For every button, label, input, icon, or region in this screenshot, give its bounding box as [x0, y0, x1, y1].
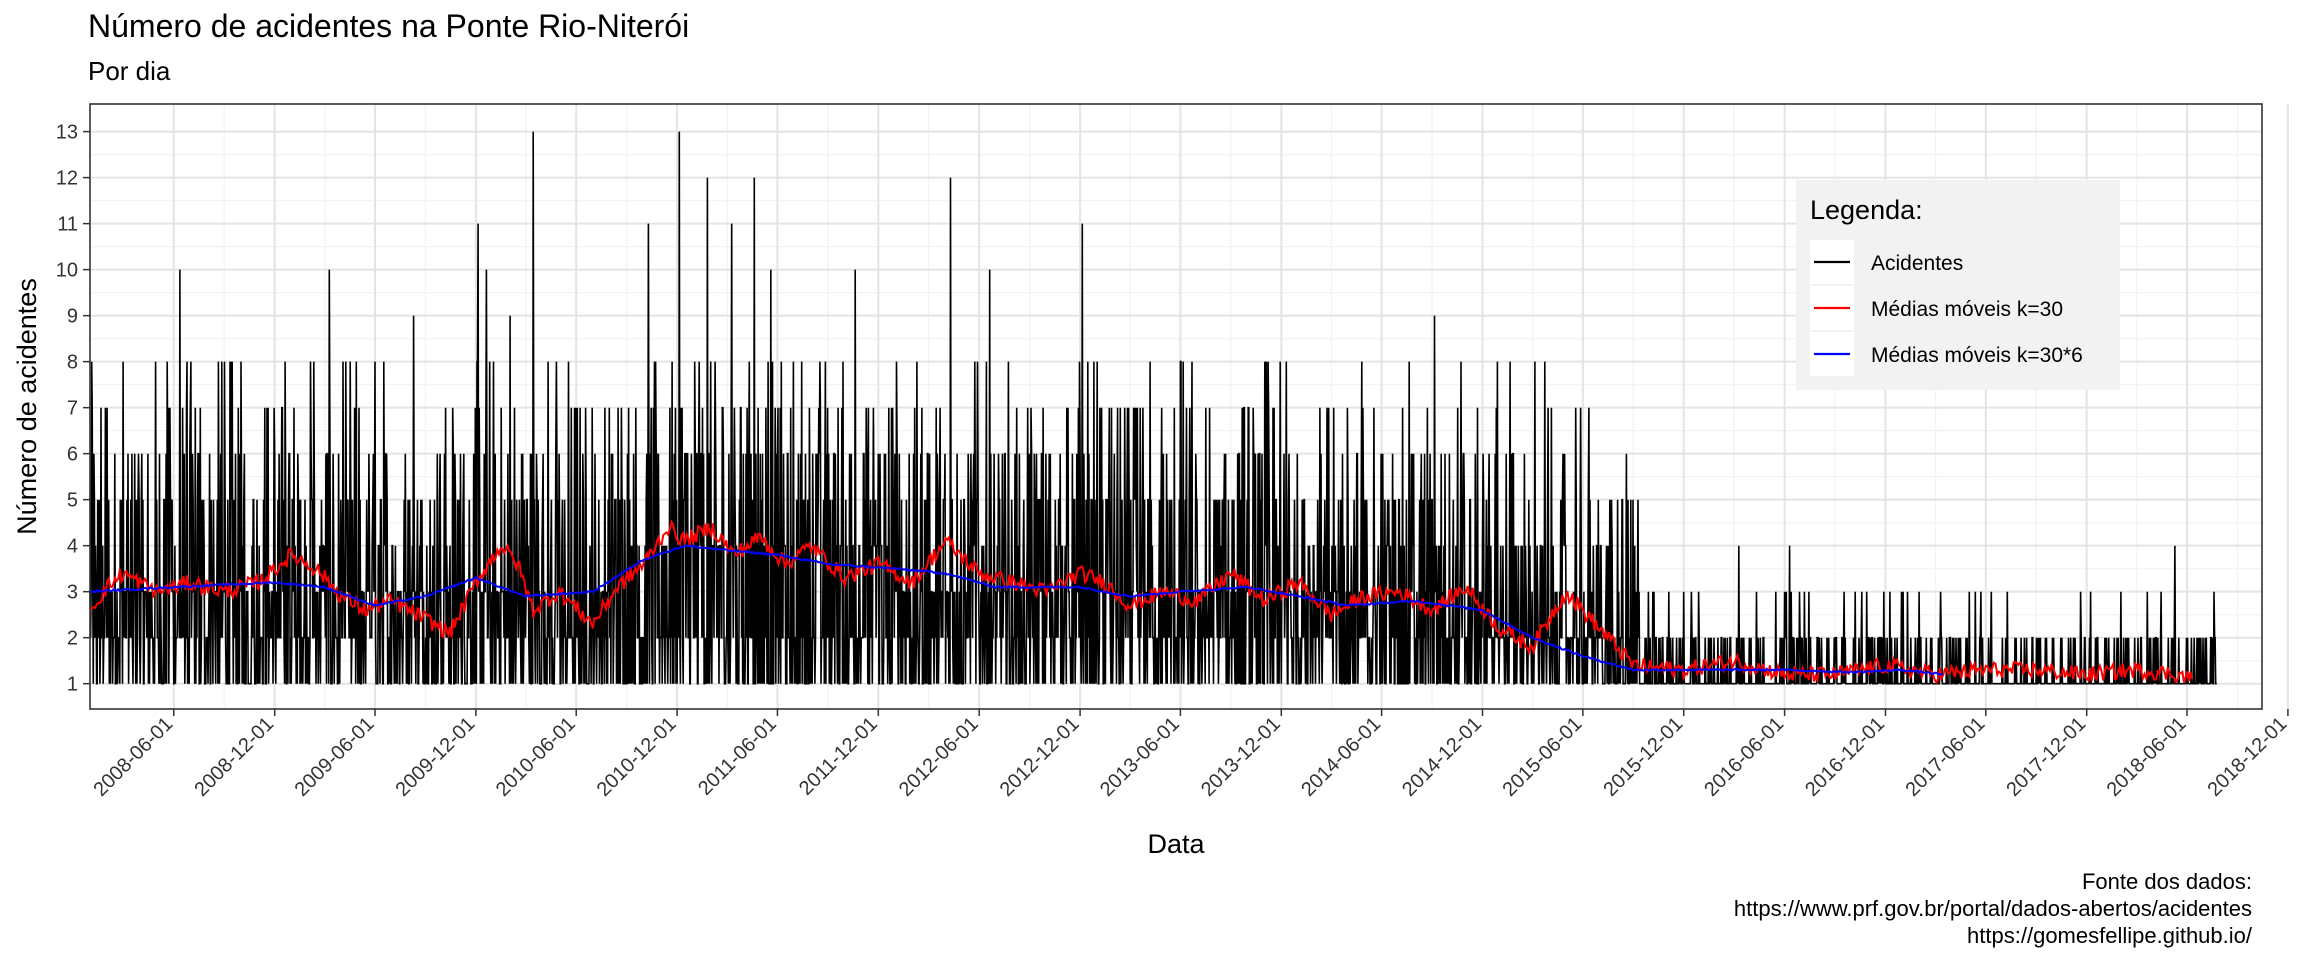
y-tick-label: 6: [67, 444, 78, 466]
x-tick-label: 2014-12-01: [1398, 713, 1486, 801]
y-axis-title: Número de acidentes: [12, 278, 42, 535]
y-tick-label: 13: [56, 122, 78, 144]
chart-title: Número de acidentes na Ponte Rio-Niterói: [88, 8, 690, 44]
x-tick-label: 2017-12-01: [2002, 713, 2090, 801]
x-tick-label: 2017-06-01: [1901, 713, 1989, 801]
x-tick-label: 2011-06-01: [694, 713, 781, 800]
y-tick-label: 11: [57, 214, 78, 236]
x-tick-label: 2009-06-01: [291, 713, 379, 801]
x-tick-label: 2016-06-01: [1700, 713, 1788, 801]
legend-label: Médias móveis k=30: [1871, 298, 2063, 321]
y-tick-label: 1: [67, 674, 78, 696]
chart-caption: Fonte dos dados: https://www.prf.gov.br/…: [1734, 868, 2252, 949]
caption-line: https://gomesfellipe.github.io/: [1967, 923, 2252, 948]
x-tick-label: 2016-12-01: [1801, 713, 1889, 801]
y-tick-label: 3: [67, 582, 78, 604]
x-axis-title: Data: [1147, 829, 1205, 859]
y-tick-label: 7: [67, 398, 78, 420]
x-tick-label: 2015-12-01: [1599, 713, 1687, 801]
y-tick-label: 4: [67, 536, 78, 558]
y-tick-label: 9: [67, 306, 78, 328]
x-tick-label: 2012-06-01: [895, 713, 983, 801]
y-tick-label: 10: [56, 260, 78, 282]
x-tick-label: 2018-06-01: [2103, 713, 2191, 801]
x-tick-label: 2014-06-01: [1297, 713, 1385, 801]
x-tick-label: 2008-06-01: [89, 713, 177, 801]
y-tick-label: 2: [67, 628, 78, 650]
legend-label: Acidentes: [1871, 252, 1963, 275]
x-tick-label: 2010-12-01: [593, 713, 681, 801]
series-line-medias-k180: [89, 544, 1943, 676]
series-line-acidentes: [89, 131, 2217, 685]
caption-line: Fonte dos dados:: [2081, 869, 2252, 894]
x-tick-label: 2012-12-01: [996, 713, 1084, 801]
x-tick-label: 2009-12-01: [392, 713, 480, 801]
x-tick-label: 2011-12-01: [795, 713, 882, 800]
y-tick-label: 12: [56, 168, 78, 190]
x-tick-label: 2010-06-01: [492, 713, 580, 801]
x-tick-label: 2018-12-01: [2204, 713, 2292, 801]
legend-title: Legenda:: [1810, 195, 1923, 225]
y-tick-label: 5: [67, 490, 78, 512]
y-tick-label: 8: [67, 352, 78, 374]
chart-subtitle: Por dia: [88, 56, 171, 86]
caption-line: https://www.prf.gov.br/portal/dados-aber…: [1733, 896, 2252, 921]
legend-label: Médias móveis k=30*6: [1871, 344, 2083, 367]
x-tick-label: 2015-06-01: [1498, 713, 1586, 801]
x-tick-label: 2013-12-01: [1197, 713, 1285, 801]
x-tick-label: 2013-06-01: [1096, 713, 1184, 801]
x-tick-label: 2008-12-01: [190, 713, 278, 801]
plot-border: [89, 103, 2263, 710]
